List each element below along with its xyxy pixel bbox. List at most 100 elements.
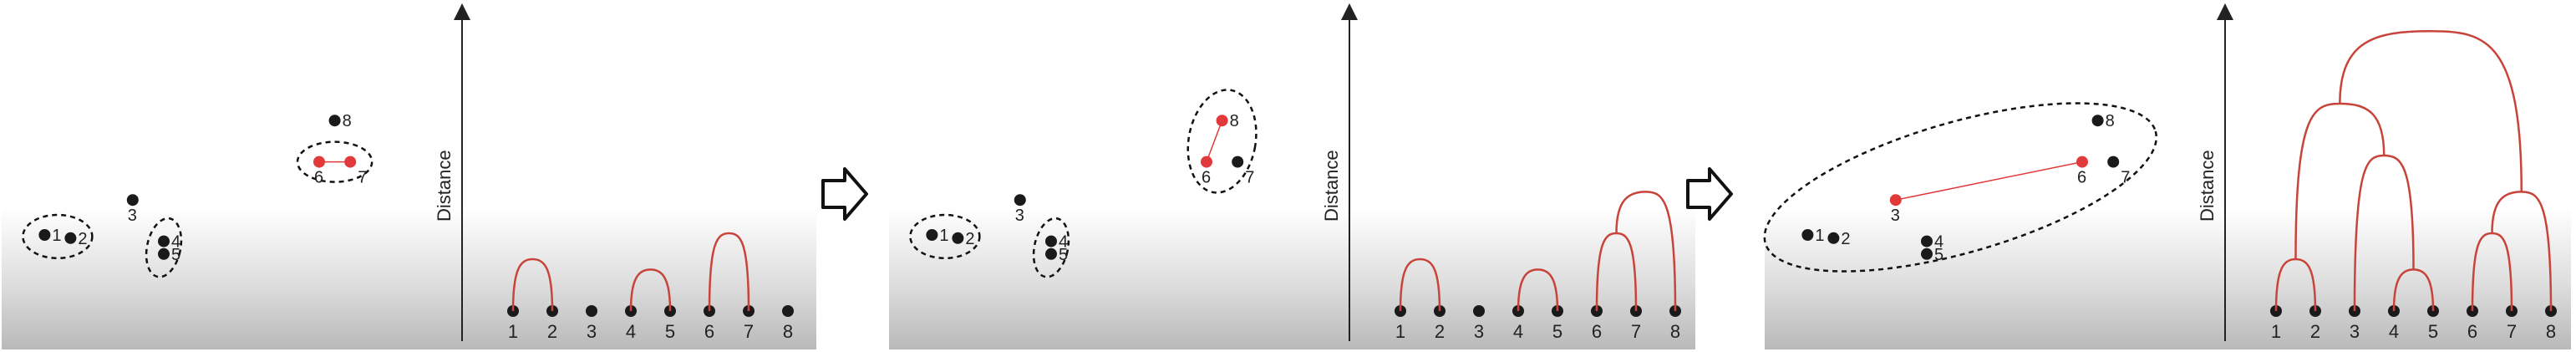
point-label: 6 (1202, 169, 1211, 187)
axis-label: Distance (2197, 150, 2218, 222)
leaf-label: 3 (587, 321, 597, 342)
axis-label: Distance (434, 150, 455, 222)
point-label: 6 (314, 169, 323, 187)
leaf-node (782, 305, 794, 317)
dendrogram-branch (1517, 268, 1559, 312)
scatter-point (1232, 156, 1244, 168)
scatter-point (1045, 247, 1057, 260)
scatter-point (952, 232, 964, 244)
leaf-label: 2 (2310, 321, 2320, 342)
point-label: 1 (1815, 227, 1824, 245)
leaf-label: 7 (2507, 321, 2517, 342)
dendrogram-branch (2491, 191, 2553, 312)
point-label: 5 (1934, 246, 1943, 264)
leaf-label: 7 (744, 321, 754, 342)
leaf-label: 5 (665, 321, 675, 342)
leaf-label: 1 (508, 321, 518, 342)
leaf-label: 1 (1395, 321, 1405, 342)
leaf-label: 8 (1670, 321, 1680, 342)
scatter-point (2107, 156, 2120, 168)
point-label: 4 (171, 233, 180, 252)
leaf-label: 6 (2467, 321, 2477, 342)
leaf-label: 7 (1631, 321, 1641, 342)
merge-link (1206, 120, 1223, 162)
cluster-ellipse (1032, 217, 1070, 278)
dendrogram-branch (2294, 102, 2385, 260)
point-label: 2 (1841, 230, 1850, 248)
point-label: 2 (965, 230, 974, 248)
leaf-label: 4 (2389, 321, 2399, 342)
scatter-point (1801, 229, 1814, 241)
leaf-label: 6 (1592, 321, 1602, 342)
scatter-point (1201, 156, 1212, 168)
panel-floor (889, 207, 1695, 349)
scatter-point (1921, 247, 1933, 260)
scatter-point (2091, 115, 2104, 127)
point-label: 5 (1059, 246, 1068, 264)
point-label: 6 (2077, 169, 2086, 187)
merge-link (1895, 161, 2083, 201)
point-label: 5 (171, 246, 180, 264)
scatter-point (2076, 156, 2088, 168)
leaf-label: 6 (704, 321, 714, 342)
point-label: 3 (1891, 207, 1900, 225)
dendrogram-branch (629, 268, 672, 312)
right-arrow-icon (821, 167, 868, 221)
leaf-label: 2 (547, 321, 557, 342)
leaf-label: 5 (2428, 321, 2438, 342)
scatter-point (158, 235, 170, 247)
point-label: 4 (1934, 233, 1943, 252)
dendrogram-branch (1399, 258, 1441, 312)
dendrogram-branch (708, 232, 750, 312)
scatter-point (1014, 194, 1026, 207)
scatter-point (1889, 194, 1902, 207)
scatter-point (344, 156, 357, 168)
leaf-label: 3 (2350, 321, 2360, 342)
point-label: 7 (358, 169, 367, 187)
dendrogram-branch (1615, 191, 1677, 312)
leaf-node (1473, 305, 1485, 317)
leaf-label: 3 (1474, 321, 1484, 342)
scatter-point (158, 247, 170, 260)
dendrogram-branch (2353, 154, 2415, 312)
leaf-label: 8 (2546, 321, 2556, 342)
scatter-point (38, 229, 51, 241)
panel-floor (2, 207, 816, 349)
dendrogram-branch (511, 258, 554, 312)
scatter-point (313, 156, 325, 168)
scatter-point (1921, 235, 1933, 247)
point-label: 1 (939, 227, 948, 245)
scatter-point (64, 232, 77, 244)
leaf-label: 5 (1552, 321, 1562, 342)
leaf-label: 4 (1513, 321, 1523, 342)
scatter-point (126, 194, 139, 207)
point-label: 3 (128, 207, 137, 225)
point-label: 4 (1059, 233, 1068, 252)
scatter-point (1045, 235, 1057, 247)
leaf-label: 2 (1435, 321, 1445, 342)
point-label: 8 (1230, 112, 1239, 130)
leaf-label: 1 (2271, 321, 2281, 342)
point-label: 7 (1245, 169, 1254, 187)
scatter-point (1827, 232, 1840, 244)
scatter-point (926, 229, 938, 241)
cluster-ellipse (296, 140, 373, 183)
point-label: 8 (2106, 112, 2115, 130)
leaf-label: 8 (783, 321, 793, 342)
scatter-point (1216, 115, 1228, 127)
point-label: 7 (2121, 169, 2130, 187)
point-label: 8 (343, 112, 352, 130)
point-label: 1 (52, 227, 61, 245)
cluster-ellipse (1186, 89, 1258, 194)
cluster-ellipse (22, 213, 94, 260)
leaf-label: 4 (626, 321, 636, 342)
dendrogram-branch (2339, 29, 2523, 192)
panel-floor (1765, 207, 2571, 349)
cluster-ellipse (145, 217, 183, 278)
right-arrow-icon (1686, 167, 1733, 221)
axis-label: Distance (1321, 150, 1342, 222)
